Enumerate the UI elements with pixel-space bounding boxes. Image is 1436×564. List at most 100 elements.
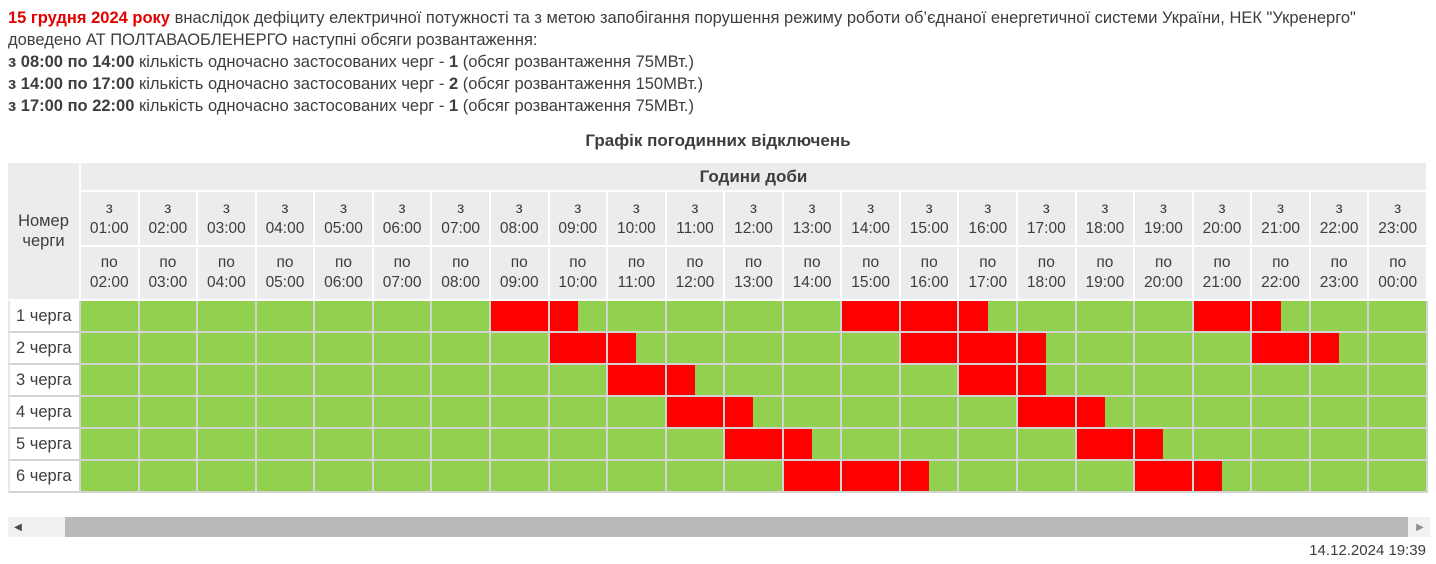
schedule-cell <box>900 365 960 397</box>
power-on-half-cell <box>753 461 782 491</box>
power-on-half-cell <box>432 461 461 491</box>
power-on-half-cell <box>81 397 110 427</box>
power-on-half-cell <box>1339 333 1368 363</box>
col-header-to: по 15:00 <box>842 247 901 301</box>
col-header-from: з 11:00 <box>666 192 726 247</box>
power-on-half-cell <box>753 397 782 427</box>
power-on-half-cell <box>870 397 899 427</box>
outage-half-cell <box>519 301 548 331</box>
power-on-half-cell <box>167 429 197 459</box>
schedule-cell <box>1310 397 1370 429</box>
outage-half-cell <box>636 365 665 395</box>
outage-half-cell <box>1193 461 1223 491</box>
power-on-half-cell <box>725 461 754 491</box>
outage-half-cell <box>725 397 754 427</box>
col-header-to: по 19:00 <box>1076 247 1136 301</box>
power-on-half-cell <box>256 429 285 459</box>
power-on-half-cell <box>432 397 461 427</box>
load-line-3-text: кількість одночасно застосованих черг - <box>139 97 445 115</box>
power-on-half-cell <box>1163 301 1192 331</box>
schedule-cell <box>1135 397 1194 429</box>
schedule-cell <box>842 365 901 397</box>
power-on-half-cell <box>1280 301 1309 331</box>
power-on-half-cell <box>1280 461 1309 491</box>
col-header-to: по 00:00 <box>1369 247 1428 301</box>
power-on-half-cell <box>460 397 489 427</box>
outage-half-cell <box>1104 429 1134 459</box>
power-on-half-cell <box>519 333 548 363</box>
outage-half-cell <box>1018 365 1047 395</box>
col-header-to: по 07:00 <box>373 247 433 301</box>
power-on-half-cell <box>1104 333 1134 363</box>
schedule-cell <box>1369 301 1428 333</box>
power-on-half-cell <box>373 301 403 331</box>
col-header-from: з 07:00 <box>432 192 491 247</box>
power-on-half-cell <box>636 429 665 459</box>
schedule-cell <box>490 365 550 397</box>
schedule-cell <box>1076 461 1136 493</box>
schedule-table: Номер черги Години доби з 01:00 з 02:00 з 03:00 з… <box>8 163 1428 493</box>
power-on-half-cell <box>1046 429 1075 459</box>
power-on-half-cell <box>519 397 548 427</box>
schedule-cell <box>1310 365 1370 397</box>
col-header-from: з 04:00 <box>256 192 316 247</box>
scroll-left-arrow-icon[interactable]: ◀ <box>14 521 22 533</box>
power-on-half-cell <box>315 429 344 459</box>
schedule-cell <box>666 333 726 365</box>
schedule-cell <box>549 397 609 429</box>
load-line-2: з 14:00 по 17:00 кількість одночасно зас… <box>8 73 1428 95</box>
col-header-from: з 19:00 <box>1135 192 1194 247</box>
power-on-half-cell <box>1310 365 1340 395</box>
power-on-half-cell <box>373 397 403 427</box>
power-on-half-cell <box>1104 397 1134 427</box>
col-header-from: з 06:00 <box>373 192 433 247</box>
schedule-cell <box>900 333 960 365</box>
load-line-1: з 08:00 по 14:00 кількість одночасно зас… <box>8 51 1428 73</box>
scrollbar-thumb[interactable] <box>65 517 1408 537</box>
schedule-cell <box>139 461 199 493</box>
col-header-from: з 23:00 <box>1369 192 1428 247</box>
power-on-half-cell <box>694 301 724 331</box>
col-header-from: з 22:00 <box>1310 192 1370 247</box>
schedule-cell <box>198 461 257 493</box>
power-on-half-cell <box>636 301 665 331</box>
schedule-cell <box>81 301 140 333</box>
power-on-half-cell <box>256 365 285 395</box>
power-on-half-cell <box>1310 301 1340 331</box>
outage-half-cell <box>870 301 899 331</box>
power-on-half-cell <box>725 365 754 395</box>
power-on-half-cell <box>1163 365 1192 395</box>
power-on-half-cell <box>1076 461 1105 491</box>
power-on-half-cell <box>959 461 988 491</box>
power-on-half-cell <box>783 397 813 427</box>
power-on-half-cell <box>577 429 607 459</box>
power-on-half-cell <box>81 301 110 331</box>
power-on-half-cell <box>139 461 168 491</box>
power-on-half-cell <box>1018 461 1047 491</box>
scroll-right-arrow-icon[interactable]: ▶ <box>1416 521 1424 533</box>
horizontal-scrollbar[interactable]: ◀ ▶ <box>8 517 1430 537</box>
schedule-cell <box>490 301 550 333</box>
outage-half-cell <box>1046 397 1075 427</box>
power-on-half-cell <box>608 397 637 427</box>
schedule-cell <box>959 461 1019 493</box>
col-header-from: з 02:00 <box>139 192 199 247</box>
schedule-cell <box>959 397 1019 429</box>
power-on-half-cell <box>1018 429 1047 459</box>
power-on-half-cell <box>139 397 168 427</box>
load-line-1-volume: (обсяг розвантаження 75МВт.) <box>462 53 694 71</box>
power-on-half-cell <box>842 397 871 427</box>
power-on-half-cell <box>1369 461 1398 491</box>
power-on-half-cell <box>167 397 197 427</box>
schedule-cell <box>1018 301 1077 333</box>
power-on-half-cell <box>753 365 782 395</box>
power-on-half-cell <box>1252 397 1281 427</box>
power-on-half-cell <box>284 397 314 427</box>
outage-half-cell <box>783 461 813 491</box>
schedule-cell <box>783 301 843 333</box>
queue-label: 3 черга <box>8 365 81 397</box>
power-on-half-cell <box>343 333 372 363</box>
load-line-2-volume: (обсяг розвантаження 150МВт.) <box>462 75 704 93</box>
power-on-half-cell <box>1163 333 1192 363</box>
power-on-half-cell <box>81 365 110 395</box>
